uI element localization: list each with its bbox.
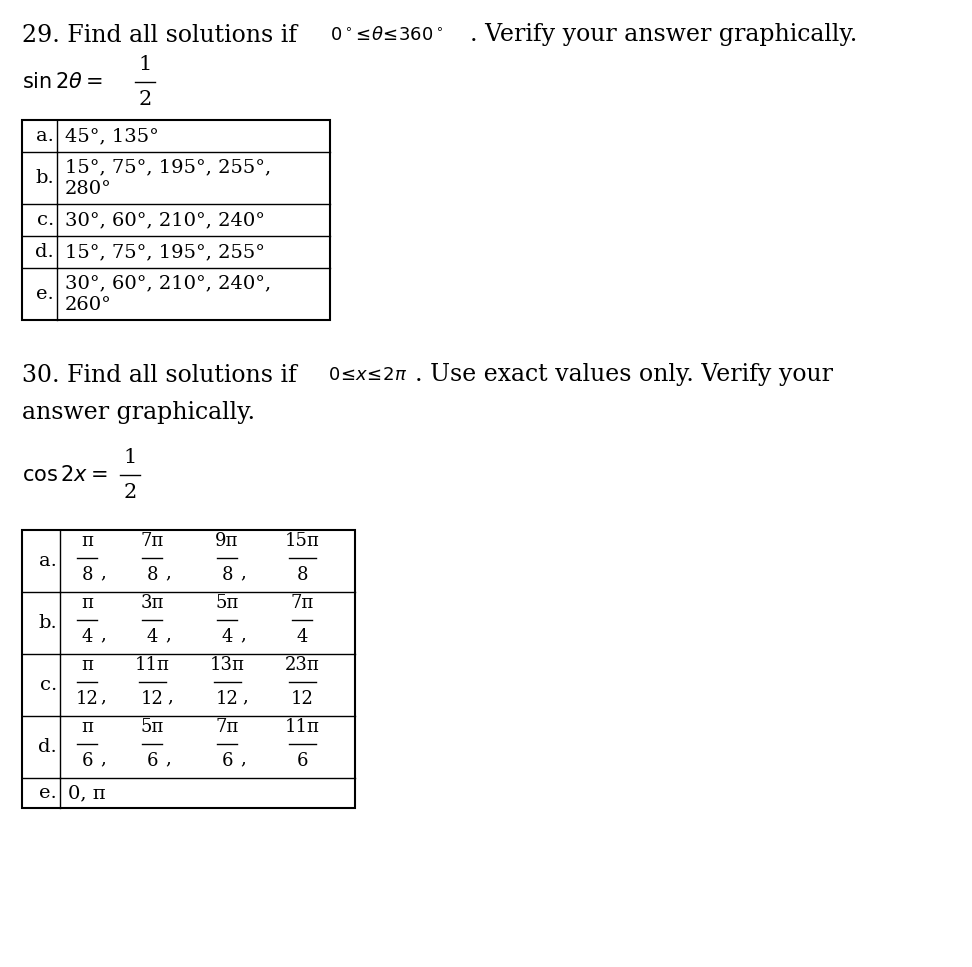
Text: b.: b.: [38, 614, 57, 632]
Text: . Verify your answer graphically.: . Verify your answer graphically.: [470, 23, 857, 46]
Text: 2: 2: [138, 90, 152, 109]
Text: 30°, 60°, 210°, 240°,: 30°, 60°, 210°, 240°,: [65, 275, 271, 293]
Text: 11π: 11π: [134, 656, 169, 674]
Text: $0^\circ \!\leq\! \theta \!\leq\! 360^\circ$: $0^\circ \!\leq\! \theta \!\leq\! 360^\c…: [330, 26, 443, 44]
Text: 5π: 5π: [216, 594, 238, 612]
Text: 7π: 7π: [140, 532, 163, 550]
Text: 30°, 60°, 210°, 240°: 30°, 60°, 210°, 240°: [65, 211, 265, 229]
Text: 6: 6: [222, 752, 232, 770]
Text: 15°, 75°, 195°, 255°,: 15°, 75°, 195°, 255°,: [65, 159, 271, 177]
Text: 15°, 75°, 195°, 255°: 15°, 75°, 195°, 255°: [65, 243, 265, 261]
Text: 4: 4: [82, 628, 92, 646]
Text: 2: 2: [123, 483, 137, 502]
Text: 12: 12: [141, 689, 163, 708]
Text: 8: 8: [296, 566, 308, 584]
Text: 13π: 13π: [210, 656, 244, 674]
Text: 280°: 280°: [65, 181, 112, 198]
Text: 4: 4: [147, 628, 157, 646]
Text: ,: ,: [100, 563, 106, 581]
Text: 0, π: 0, π: [68, 784, 106, 802]
Text: a.: a.: [39, 552, 57, 570]
Bar: [22, 530, 355, 808]
Text: π: π: [81, 656, 93, 674]
Bar: [22, 120, 330, 320]
Text: . Use exact values only. Verify your: . Use exact values only. Verify your: [415, 364, 833, 387]
Text: ,: ,: [100, 748, 106, 767]
Text: 4: 4: [222, 628, 232, 646]
Text: 23π: 23π: [285, 656, 320, 674]
Text: ,: ,: [165, 625, 171, 643]
Text: 7π: 7π: [216, 718, 238, 736]
Text: 9π: 9π: [216, 532, 239, 550]
Text: ,: ,: [100, 687, 106, 705]
Text: $\cos 2x =$: $\cos 2x =$: [22, 465, 108, 485]
Text: c.: c.: [37, 211, 54, 229]
Text: ,: ,: [242, 687, 248, 705]
Text: 6: 6: [82, 752, 92, 770]
Text: answer graphically.: answer graphically.: [22, 401, 255, 425]
Text: $\sin 2\theta =$: $\sin 2\theta =$: [22, 72, 103, 92]
Text: 5π: 5π: [140, 718, 163, 736]
Text: ,: ,: [100, 625, 106, 643]
Text: ,: ,: [240, 625, 246, 643]
Text: 4: 4: [296, 628, 308, 646]
Text: ,: ,: [240, 748, 246, 767]
Text: e.: e.: [39, 784, 57, 802]
Text: 29. Find all solutions if: 29. Find all solutions if: [22, 23, 304, 46]
Text: π: π: [81, 594, 93, 612]
Text: c.: c.: [40, 676, 57, 694]
Text: 8: 8: [82, 566, 92, 584]
Text: 30. Find all solutions if: 30. Find all solutions if: [22, 364, 304, 387]
Text: e.: e.: [36, 285, 54, 303]
Text: 11π: 11π: [285, 718, 320, 736]
Text: ,: ,: [240, 563, 246, 581]
Text: b.: b.: [35, 169, 54, 187]
Text: 6: 6: [296, 752, 308, 770]
Text: 1: 1: [138, 55, 152, 74]
Text: 1: 1: [123, 448, 137, 467]
Text: ,: ,: [165, 563, 171, 581]
Text: 7π: 7π: [291, 594, 314, 612]
Text: 6: 6: [146, 752, 157, 770]
Text: π: π: [81, 718, 93, 736]
Text: 12: 12: [76, 689, 98, 708]
Text: d.: d.: [35, 243, 54, 261]
Text: 3π: 3π: [140, 594, 163, 612]
Text: 8: 8: [222, 566, 232, 584]
Text: π: π: [81, 532, 93, 550]
Text: 8: 8: [146, 566, 157, 584]
Text: ,: ,: [165, 748, 171, 767]
Text: 15π: 15π: [285, 532, 320, 550]
Text: 45°, 135°: 45°, 135°: [65, 127, 158, 145]
Text: d.: d.: [38, 738, 57, 756]
Text: $0 \!\leq\! x \!\leq\! 2\pi$: $0 \!\leq\! x \!\leq\! 2\pi$: [328, 366, 407, 384]
Text: a.: a.: [36, 127, 54, 145]
Text: 12: 12: [291, 689, 313, 708]
Text: 260°: 260°: [65, 297, 112, 314]
Text: 12: 12: [216, 689, 238, 708]
Text: ,: ,: [167, 687, 173, 705]
